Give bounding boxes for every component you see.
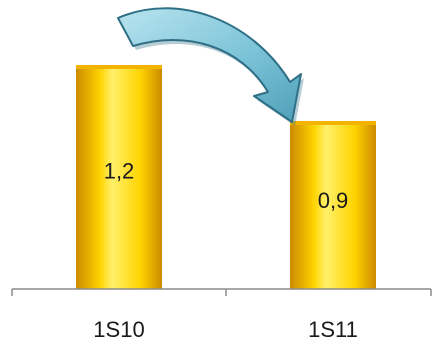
x-tick-label: 1S10 — [93, 317, 144, 342]
x-tick-label: 1S11 — [308, 317, 358, 342]
bar-series — [76, 65, 376, 289]
curved-arrow-icon — [117, 7, 304, 126]
data-label: 0,9 — [318, 188, 349, 213]
bar-1S10 — [76, 65, 162, 289]
bar-top-1S11 — [290, 121, 376, 125]
bar-1S11 — [290, 121, 376, 289]
bar-top-1S10 — [76, 65, 162, 69]
data-label: 1,2 — [104, 158, 135, 183]
